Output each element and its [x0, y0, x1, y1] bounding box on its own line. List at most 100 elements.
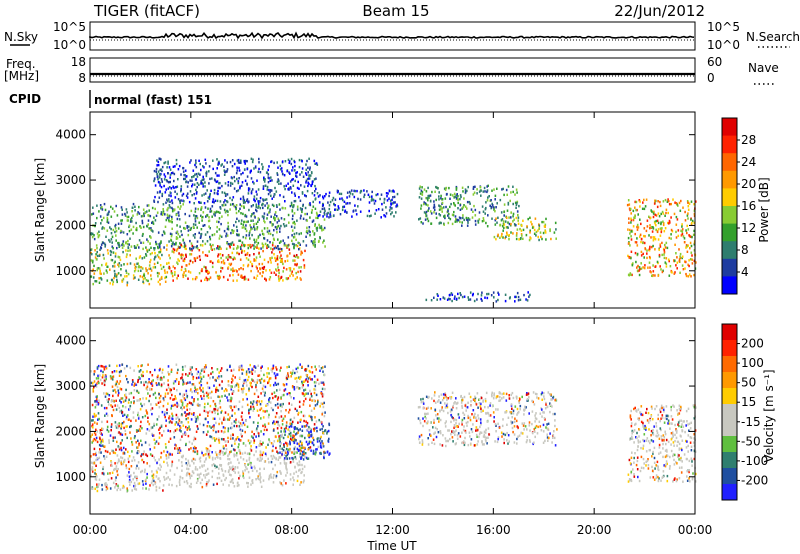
echo-cell: [272, 223, 274, 226]
echo-cell: [92, 439, 95, 442]
echo-cell: [144, 211, 147, 215]
echo-cell: [175, 243, 177, 246]
echo-cell: [284, 187, 286, 191]
echo-cell: [130, 401, 132, 404]
echo-cell: [308, 203, 311, 206]
echo-cell: [236, 484, 239, 488]
echo-cell: [480, 189, 482, 192]
echo-cell: [541, 237, 543, 241]
echo-cell: [151, 221, 153, 224]
echo-cell: [276, 226, 278, 229]
echo-cell: [155, 242, 158, 246]
echo-cell: [267, 192, 270, 196]
echo-cell: [451, 213, 454, 216]
echo-cell: [256, 246, 258, 249]
echo-cell: [118, 256, 121, 259]
echo-cell: [231, 478, 234, 481]
echo-cell: [230, 450, 232, 453]
echo-cell: [299, 420, 302, 423]
echo-cell: [484, 190, 486, 193]
echo-cell: [222, 259, 225, 262]
echo-cell: [654, 265, 656, 268]
echo-cell: [433, 200, 435, 203]
echo-cell: [304, 425, 307, 428]
echo-cell: [307, 448, 310, 451]
echo-cell: [141, 427, 143, 430]
echo-cell: [200, 168, 202, 172]
echo-cell: [207, 480, 209, 484]
echo-cell: [101, 206, 103, 209]
echo-cell: [314, 244, 316, 247]
velocity-echo-cells: [90, 363, 697, 493]
echo-cell: [628, 242, 630, 245]
echo-cell: [96, 267, 99, 270]
echo-cell: [386, 199, 389, 202]
echo-cell: [664, 261, 667, 264]
echo-cell: [95, 403, 98, 406]
echo-cell: [273, 271, 276, 274]
echo-cell: [253, 167, 255, 170]
echo-cell: [316, 378, 319, 381]
echo-cell: [133, 487, 136, 491]
echo-cell: [509, 199, 511, 203]
echo-cell: [145, 397, 148, 400]
echo-cell: [455, 218, 457, 221]
echo-cell: [250, 205, 253, 208]
echo-cell: [182, 275, 185, 279]
echo-cell: [96, 216, 98, 220]
echo-cell: [260, 430, 262, 433]
echo-cell: [300, 449, 302, 453]
echo-cell: [193, 214, 195, 217]
echo-cell: [211, 370, 214, 374]
echo-cell: [266, 213, 269, 216]
echo-cell: [187, 471, 189, 475]
echo-cell: [651, 245, 653, 249]
echo-cell: [204, 469, 207, 472]
echo-cell: [298, 266, 300, 269]
echo-cell: [272, 467, 274, 471]
echo-cell: [112, 389, 115, 392]
echo-cell: [184, 365, 187, 368]
echo-cell: [184, 177, 187, 181]
echo-cell: [247, 278, 250, 281]
echo-cell: [255, 203, 258, 206]
echo-cell: [530, 220, 532, 224]
echo-cell: [283, 389, 286, 392]
echo-cell: [466, 189, 468, 193]
echo-cell: [203, 224, 206, 227]
echo-cell: [202, 251, 204, 254]
echo-cell: [213, 213, 215, 216]
echo-cell: [145, 279, 148, 282]
echo-cell: [276, 427, 279, 430]
echo-cell: [297, 429, 300, 432]
echo-cell: [308, 229, 310, 232]
echo-cell: [255, 401, 258, 404]
echo-cell: [516, 210, 519, 213]
echo-cell: [321, 395, 324, 398]
echo-cell: [163, 429, 165, 433]
echo-cell: [100, 278, 103, 281]
echo-cell: [239, 474, 241, 478]
echo-cell: [203, 397, 205, 401]
echo-cell: [301, 425, 303, 428]
echo-cell: [289, 447, 291, 451]
echo-cell: [238, 376, 241, 379]
echo-cell: [106, 420, 109, 423]
echo-cell: [211, 464, 213, 467]
echo-cell: [324, 429, 326, 433]
echo-cell: [291, 178, 293, 182]
echo-cell: [151, 454, 154, 457]
echo-cell: [516, 200, 519, 204]
colorbar-segment: [722, 118, 737, 137]
echo-cell: [283, 225, 286, 228]
echo-cell: [293, 450, 295, 453]
echo-cell: [319, 437, 322, 440]
echo-cell: [467, 219, 469, 222]
echo-cell: [164, 175, 167, 178]
echo-cell: [139, 408, 142, 411]
echo-cell: [245, 215, 248, 218]
echo-cell: [278, 269, 280, 272]
echo-cell: [472, 193, 475, 196]
echo-cell: [630, 212, 632, 215]
echo-cell: [168, 166, 171, 169]
